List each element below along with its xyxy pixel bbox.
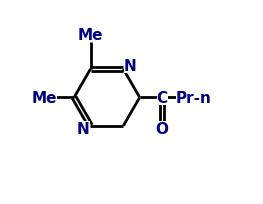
Text: Pr-n: Pr-n <box>176 90 212 105</box>
Text: N: N <box>77 122 90 137</box>
Text: N: N <box>124 59 137 74</box>
Text: Me: Me <box>78 28 103 42</box>
Text: C: C <box>157 90 168 105</box>
Text: Me: Me <box>32 90 57 105</box>
Text: O: O <box>156 122 169 137</box>
